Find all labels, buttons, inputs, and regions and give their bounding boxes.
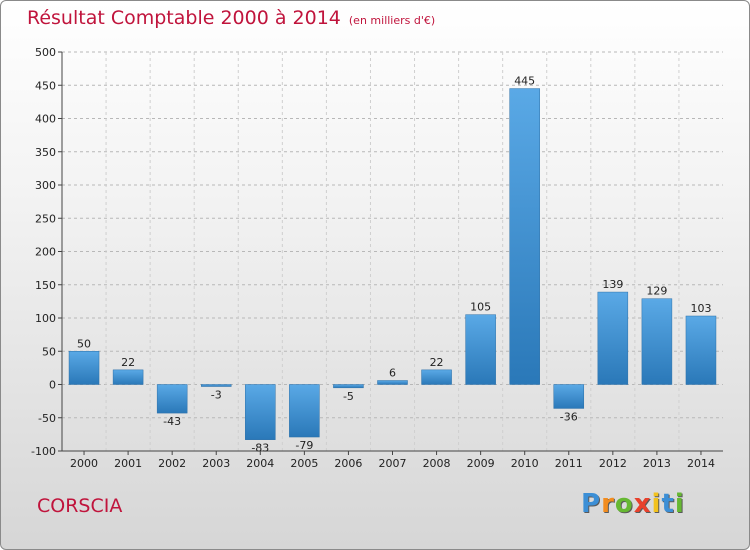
value-label: -83 bbox=[251, 442, 269, 455]
y-tick-label: 100 bbox=[35, 312, 56, 325]
bar bbox=[685, 315, 717, 385]
x-tick-label: 2002 bbox=[158, 457, 186, 470]
bar bbox=[333, 384, 364, 389]
bar bbox=[112, 369, 144, 385]
bar bbox=[553, 384, 585, 409]
commune-name: CORSCIA bbox=[37, 495, 123, 517]
x-tick-label: 2007 bbox=[379, 457, 407, 470]
bar bbox=[421, 369, 452, 385]
bar bbox=[465, 314, 496, 385]
value-label: 103 bbox=[690, 302, 711, 315]
y-tick-label: 250 bbox=[35, 212, 56, 225]
value-label: 22 bbox=[430, 356, 444, 369]
bar bbox=[597, 291, 629, 385]
logo-letter: i bbox=[651, 489, 662, 519]
bar bbox=[156, 384, 188, 414]
logo-letter: i bbox=[674, 489, 685, 519]
bar bbox=[245, 384, 276, 440]
value-label: -36 bbox=[560, 410, 578, 423]
y-tick-label: 400 bbox=[35, 113, 56, 126]
bar bbox=[289, 384, 320, 438]
x-tick-label: 2003 bbox=[202, 457, 230, 470]
y-tick-label: -100 bbox=[31, 445, 56, 458]
axes: -100-50050100150200250300350400450500200… bbox=[31, 46, 723, 470]
bars bbox=[68, 88, 717, 440]
bar bbox=[641, 298, 673, 385]
y-tick-label: 300 bbox=[35, 179, 56, 192]
x-tick-label: 2012 bbox=[599, 457, 627, 470]
y-tick-label: 0 bbox=[49, 379, 56, 392]
x-tick-label: 2008 bbox=[423, 457, 451, 470]
x-tick-label: 2014 bbox=[687, 457, 715, 470]
bar bbox=[200, 384, 232, 387]
value-label: 129 bbox=[646, 285, 667, 298]
x-tick-label: 2000 bbox=[70, 457, 98, 470]
value-label: -79 bbox=[295, 439, 313, 452]
value-label: 445 bbox=[514, 75, 535, 88]
value-label: 105 bbox=[470, 301, 491, 314]
chart-title-main: Résultat Comptable 2000 à 2014 bbox=[27, 7, 341, 29]
y-tick-label: 350 bbox=[35, 146, 56, 159]
logo-letter: P bbox=[581, 489, 602, 519]
y-tick-label: 450 bbox=[35, 79, 56, 92]
proxiti-logo: Proxiti bbox=[581, 489, 685, 519]
value-label: 139 bbox=[602, 278, 623, 291]
x-tick-label: 2006 bbox=[334, 457, 362, 470]
x-tick-label: 2001 bbox=[114, 457, 142, 470]
x-tick-label: 2005 bbox=[290, 457, 318, 470]
y-tick-label: 50 bbox=[42, 345, 56, 358]
x-tick-label: 2009 bbox=[467, 457, 495, 470]
logo-letter: t bbox=[661, 489, 675, 519]
bar bbox=[509, 88, 540, 385]
value-label: -3 bbox=[211, 388, 222, 401]
y-tick-label: -50 bbox=[38, 412, 56, 425]
chart-title-unit: (en milliers d'€) bbox=[348, 14, 436, 27]
value-label: 50 bbox=[77, 337, 91, 350]
logo-letter: x bbox=[633, 489, 652, 519]
x-tick-label: 2011 bbox=[555, 457, 583, 470]
x-tick-label: 2010 bbox=[511, 457, 539, 470]
value-labels: 50 22 -43 -3 -83 -79 -5 6 22 105 445 -36 139 129 103 bbox=[77, 75, 711, 455]
value-label: 22 bbox=[121, 356, 135, 369]
y-tick-label: 150 bbox=[35, 279, 56, 292]
value-label: -5 bbox=[343, 390, 354, 403]
y-tick-label: 200 bbox=[35, 246, 56, 259]
x-tick-label: 2004 bbox=[246, 457, 274, 470]
value-label: 6 bbox=[389, 367, 396, 380]
bar bbox=[68, 351, 100, 385]
x-tick-label: 2013 bbox=[643, 457, 671, 470]
bar bbox=[377, 380, 408, 385]
chart-title: Résultat Comptable 2000 à 2014 (en millie… bbox=[27, 7, 435, 29]
logo-letter: r bbox=[601, 489, 615, 519]
y-tick-label: 500 bbox=[35, 46, 56, 59]
value-label: -43 bbox=[163, 415, 181, 428]
logo-letter: o bbox=[614, 489, 634, 519]
